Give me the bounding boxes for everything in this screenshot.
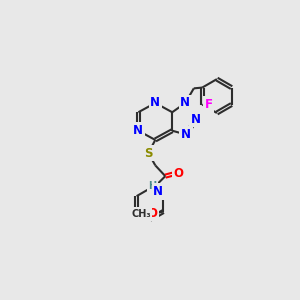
Text: O: O [148, 207, 158, 220]
Text: S: S [144, 146, 153, 160]
Text: N: N [181, 128, 191, 141]
Text: H: H [148, 181, 156, 191]
Text: CH₃: CH₃ [131, 209, 151, 219]
Text: N: N [191, 113, 201, 126]
Text: F: F [204, 98, 212, 111]
Text: N: N [134, 124, 143, 137]
Text: N: N [180, 97, 190, 110]
Text: N: N [153, 185, 164, 198]
Text: N: N [150, 97, 160, 110]
Text: O: O [173, 167, 183, 180]
